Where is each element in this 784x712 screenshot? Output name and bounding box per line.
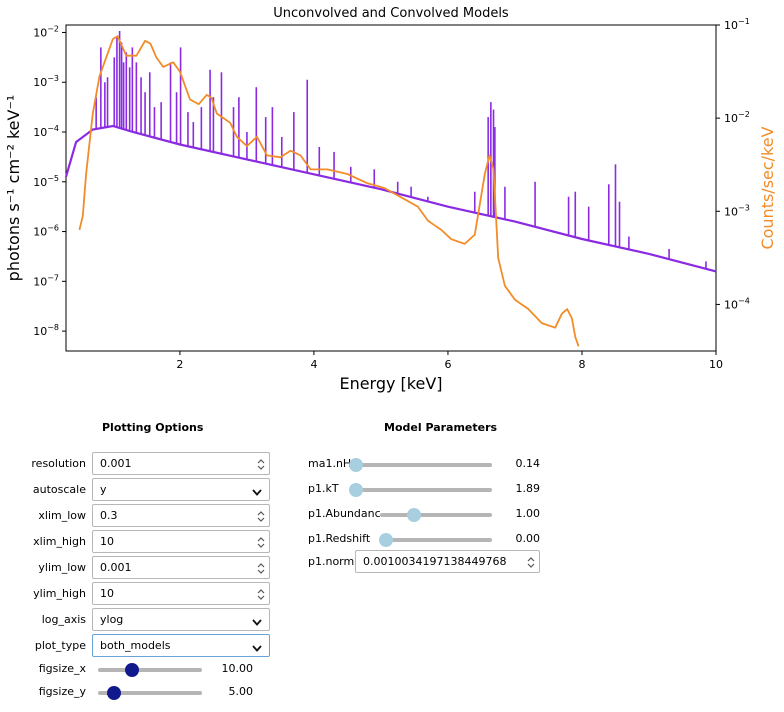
y-left-tick-label: 10−5 bbox=[33, 174, 59, 189]
x-tick-label: 10 bbox=[709, 358, 723, 371]
spinner-icon[interactable] bbox=[257, 587, 265, 600]
chevron-down-icon[interactable] bbox=[251, 484, 263, 496]
xlim-low-input[interactable]: 0.3 bbox=[92, 504, 270, 527]
log-axis-select[interactable]: ylog bbox=[92, 608, 270, 631]
p1-norm-input[interactable]: 0.0010034197138449768 bbox=[355, 550, 540, 573]
figsize-x-value: 10.00 bbox=[221, 662, 254, 675]
spinner-icon[interactable] bbox=[257, 509, 265, 522]
y-left-tick-label: 10−3 bbox=[33, 74, 59, 89]
figsize-y-value: 5.00 bbox=[228, 685, 254, 698]
p1-redshift-slider-track[interactable] bbox=[380, 538, 492, 542]
p1-redshift-value: 0.00 bbox=[515, 532, 541, 545]
y-right-tick-label: 10−2 bbox=[724, 110, 750, 125]
spectrum-chart: Unconvolved and Convolved Models 2 4 6 8 10 En… bbox=[4, 6, 777, 393]
p1-redshift-slider-handle[interactable] bbox=[378, 533, 393, 547]
log-axis-label: log_axis bbox=[41, 613, 86, 626]
y-right-tick-label: 10−3 bbox=[724, 203, 750, 218]
log-axis-value: ylog bbox=[100, 613, 124, 626]
spinner-icon[interactable] bbox=[257, 457, 265, 470]
chevron-down-icon[interactable] bbox=[251, 640, 263, 652]
x-axis-label: Energy [keV] bbox=[339, 374, 442, 393]
ylim-low-input[interactable]: 0.001 bbox=[92, 556, 270, 579]
resolution-label: resolution bbox=[31, 457, 86, 470]
ylim-low-value: 0.001 bbox=[100, 561, 132, 574]
p1-kt-label: p1.kT bbox=[308, 482, 339, 495]
y-left-tick-label: 10−4 bbox=[33, 124, 59, 139]
p1-abundanc-value: 1.00 bbox=[515, 507, 541, 520]
figsize-y-label: figsize_y bbox=[38, 685, 86, 698]
x-tick-label: 4 bbox=[310, 358, 317, 371]
xlim-high-input[interactable]: 10 bbox=[92, 530, 270, 553]
chart-title: Unconvolved and Convolved Models bbox=[273, 6, 509, 21]
ma1-nh-label: ma1.nH bbox=[308, 457, 352, 470]
p1-norm-value: 0.0010034197138449768 bbox=[363, 555, 507, 568]
ylim-high-label: ylim_high bbox=[33, 587, 86, 600]
ma1-nh-value: 0.14 bbox=[515, 457, 541, 470]
resolution-value: 0.001 bbox=[100, 457, 132, 470]
unconvolved-continuum bbox=[64, 124, 717, 273]
model-parameters-title: Model Parameters bbox=[384, 421, 498, 434]
xlim-low-value: 0.3 bbox=[100, 509, 118, 522]
y-left-tick-label: 10−8 bbox=[33, 323, 59, 338]
p1-redshift-label: p1.Redshift bbox=[308, 532, 371, 545]
spinner-icon[interactable] bbox=[527, 555, 535, 568]
y-right-tick-label: 10−1 bbox=[724, 17, 750, 32]
y-left-axis-label: photons s⁻¹ cm⁻² keV⁻¹ bbox=[4, 95, 23, 282]
x-tick-label: 2 bbox=[176, 358, 183, 371]
p1-abundanc-label: p1.Abundanc bbox=[308, 507, 381, 520]
y-left-tick-label: 10−2 bbox=[33, 24, 59, 39]
ylim-low-label: ylim_low bbox=[38, 561, 86, 574]
figsize-x-label: figsize_x bbox=[38, 662, 86, 675]
y-left-tick-label: 10−6 bbox=[33, 224, 59, 239]
y-left-tick-label: 10−7 bbox=[33, 273, 59, 288]
y-right-axis-label: Counts/sec/keV bbox=[758, 126, 777, 249]
p1-abundanc-slider-handle[interactable] bbox=[406, 508, 421, 522]
autoscale-label: autoscale bbox=[32, 483, 86, 496]
plot-type-select[interactable]: both_models bbox=[92, 634, 270, 657]
p1-norm-label: p1.norm bbox=[308, 555, 355, 568]
figsize-x-slider-handle[interactable] bbox=[125, 663, 140, 677]
convolved-model-line bbox=[78, 35, 580, 347]
y-right-tick-label: 10−4 bbox=[724, 296, 750, 311]
autoscale-value: y bbox=[100, 483, 107, 496]
plot-type-label: plot_type bbox=[34, 639, 86, 652]
ylim-high-input[interactable]: 10 bbox=[92, 582, 270, 605]
x-tick-label: 6 bbox=[444, 358, 451, 371]
p1-kt-value: 1.89 bbox=[515, 482, 541, 495]
chevron-down-icon[interactable] bbox=[251, 614, 263, 626]
plot-frame bbox=[65, 24, 717, 352]
spinner-icon[interactable] bbox=[257, 535, 265, 548]
p1-abundanc-slider-track[interactable] bbox=[380, 513, 492, 517]
ylim-high-value: 10 bbox=[100, 587, 114, 600]
resolution-input[interactable]: 0.001 bbox=[92, 452, 270, 475]
x-tick-label: 8 bbox=[578, 358, 585, 371]
p1-kt-slider-track[interactable] bbox=[350, 488, 492, 492]
plotting-options-title: Plotting Options bbox=[102, 421, 204, 434]
autoscale-select[interactable]: y bbox=[92, 478, 270, 501]
spinner-icon[interactable] bbox=[257, 561, 265, 574]
plot-type-value: both_models bbox=[100, 639, 171, 652]
p1-kt-slider-handle[interactable] bbox=[349, 483, 363, 497]
xlim-low-label: xlim_low bbox=[38, 509, 86, 522]
figsize-x-slider-track[interactable] bbox=[98, 668, 202, 672]
figsize-y-slider-track[interactable] bbox=[98, 691, 202, 695]
ma1-nh-slider-track[interactable] bbox=[350, 463, 492, 467]
figsize-y-slider-handle[interactable] bbox=[106, 686, 121, 700]
xlim-high-label: xlim_high bbox=[33, 535, 86, 548]
ma1-nh-slider-handle[interactable] bbox=[349, 458, 363, 472]
xlim-high-value: 10 bbox=[100, 535, 114, 548]
